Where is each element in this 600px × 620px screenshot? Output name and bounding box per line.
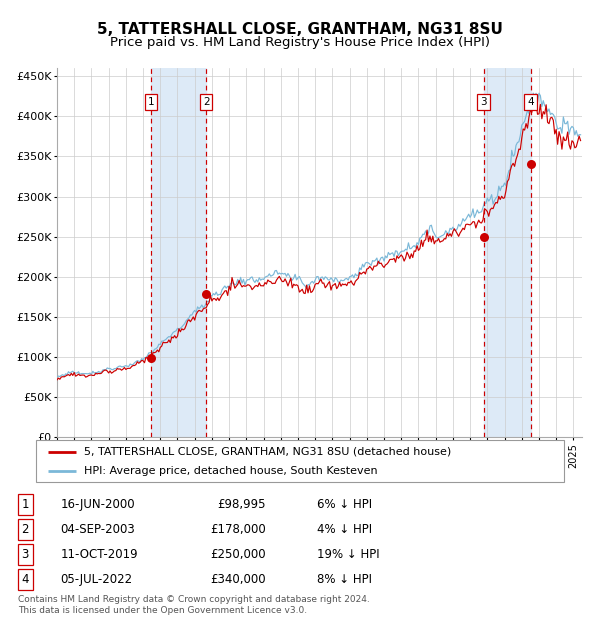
Text: 16-JUN-2000: 16-JUN-2000 bbox=[60, 498, 135, 511]
Text: 4% ↓ HPI: 4% ↓ HPI bbox=[317, 523, 372, 536]
Text: 8% ↓ HPI: 8% ↓ HPI bbox=[317, 573, 372, 586]
Text: £340,000: £340,000 bbox=[211, 573, 266, 586]
Text: HPI: Average price, detached house, South Kesteven: HPI: Average price, detached house, Sout… bbox=[83, 466, 377, 476]
Text: 5, TATTERSHALL CLOSE, GRANTHAM, NG31 8SU: 5, TATTERSHALL CLOSE, GRANTHAM, NG31 8SU bbox=[97, 22, 503, 37]
Text: 3: 3 bbox=[480, 97, 487, 107]
Text: £178,000: £178,000 bbox=[211, 523, 266, 536]
Text: 1: 1 bbox=[22, 498, 29, 511]
Text: This data is licensed under the Open Government Licence v3.0.: This data is licensed under the Open Gov… bbox=[18, 606, 307, 616]
Text: 4: 4 bbox=[527, 97, 534, 107]
Text: 6% ↓ HPI: 6% ↓ HPI bbox=[317, 498, 372, 511]
Text: 05-JUL-2022: 05-JUL-2022 bbox=[60, 573, 133, 586]
Text: 2: 2 bbox=[203, 97, 209, 107]
Text: 4: 4 bbox=[22, 573, 29, 586]
Text: 2: 2 bbox=[22, 523, 29, 536]
Text: Contains HM Land Registry data © Crown copyright and database right 2024.: Contains HM Land Registry data © Crown c… bbox=[18, 595, 370, 604]
Text: 11-OCT-2019: 11-OCT-2019 bbox=[60, 548, 138, 561]
Text: 5, TATTERSHALL CLOSE, GRANTHAM, NG31 8SU (detached house): 5, TATTERSHALL CLOSE, GRANTHAM, NG31 8SU… bbox=[83, 446, 451, 456]
Bar bbox=[151, 68, 206, 437]
Bar bbox=[484, 68, 530, 437]
FancyBboxPatch shape bbox=[36, 440, 564, 482]
Text: £250,000: £250,000 bbox=[211, 548, 266, 561]
Text: £98,995: £98,995 bbox=[218, 498, 266, 511]
Text: Price paid vs. HM Land Registry's House Price Index (HPI): Price paid vs. HM Land Registry's House … bbox=[110, 36, 490, 49]
Text: 1: 1 bbox=[148, 97, 154, 107]
Text: 3: 3 bbox=[22, 548, 29, 561]
Text: 04-SEP-2003: 04-SEP-2003 bbox=[60, 523, 135, 536]
Text: 19% ↓ HPI: 19% ↓ HPI bbox=[317, 548, 380, 561]
